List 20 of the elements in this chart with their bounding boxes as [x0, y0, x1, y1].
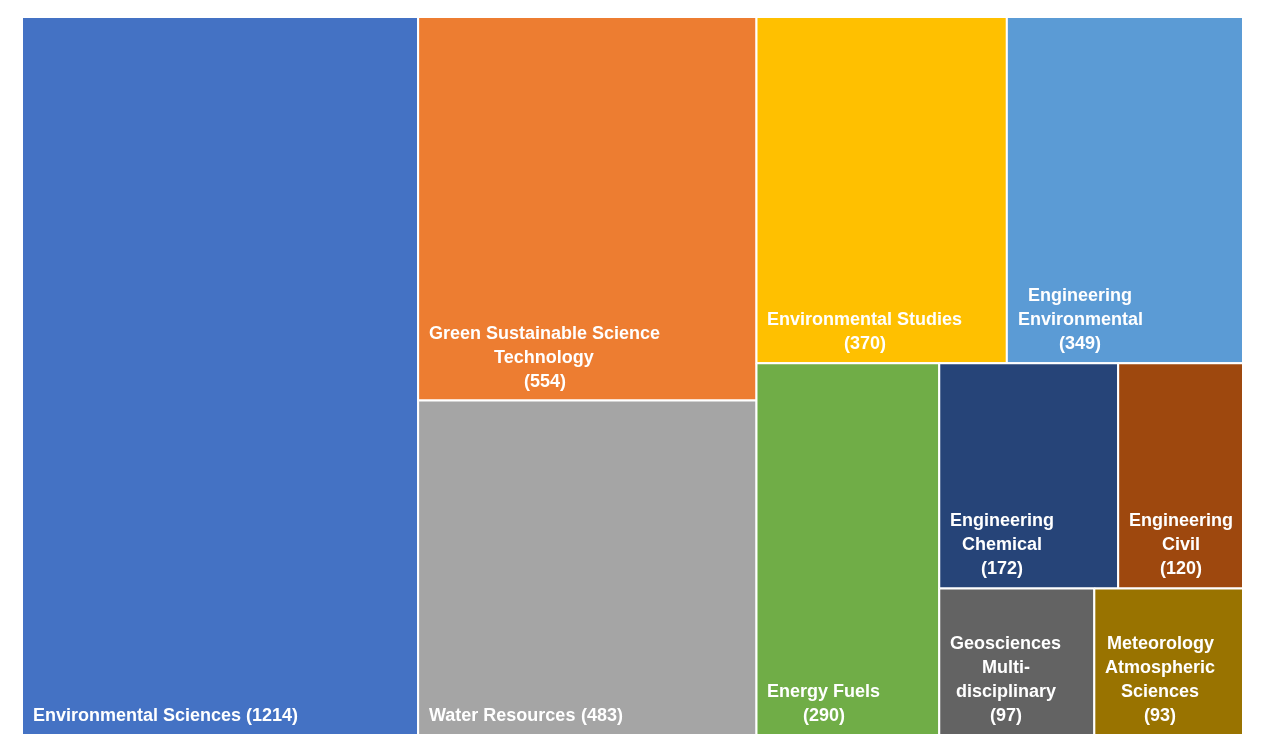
category-label: Environmental Sciences — [33, 705, 242, 725]
category-label: Engineering Civil — [1129, 510, 1234, 554]
category-label: Energy Fuels — [767, 681, 881, 701]
category-label: Geosciences Multi-disciplinary — [950, 633, 1062, 701]
data-label: (349) — [1059, 333, 1102, 353]
category-label: Water Resources — [429, 705, 576, 725]
category-label: Green Sustainable Science Technology — [429, 323, 661, 367]
data-label: (172) — [981, 558, 1024, 578]
data-label: (97) — [990, 705, 1023, 725]
data-label: (483) — [581, 705, 624, 725]
category-label: Meteorology Atmospheric Sciences — [1105, 633, 1216, 701]
data-label: (554) — [524, 371, 567, 391]
category-label: Environmental Studies — [767, 309, 963, 329]
data-label: (93) — [1144, 705, 1177, 725]
data-label: (1214) — [246, 705, 299, 725]
category-label: Engineering Chemical — [950, 510, 1055, 554]
data-label: (290) — [803, 705, 846, 725]
category-label: Engineering Environmental — [1018, 285, 1144, 329]
data-label: (370) — [844, 333, 887, 353]
data-label: (120) — [1160, 558, 1203, 578]
